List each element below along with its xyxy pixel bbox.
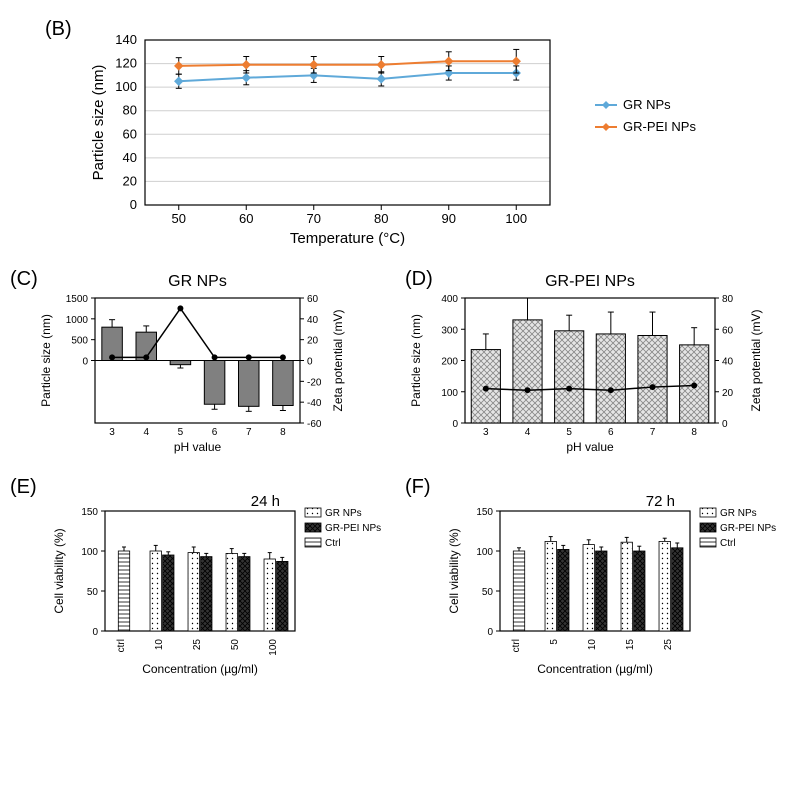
svg-text:90: 90 — [442, 211, 456, 226]
svg-text:GR-PEI NPs: GR-PEI NPs — [325, 523, 381, 534]
svg-text:200: 200 — [441, 357, 458, 368]
svg-text:5: 5 — [178, 427, 184, 438]
svg-text:60: 60 — [307, 294, 319, 305]
svg-text:10: 10 — [587, 639, 598, 651]
svg-text:0: 0 — [307, 357, 313, 368]
svg-text:GR NPs: GR NPs — [623, 97, 671, 112]
svg-text:GR-PEI NPs: GR-PEI NPs — [623, 119, 696, 134]
svg-text:5: 5 — [549, 639, 560, 645]
svg-text:3: 3 — [483, 427, 489, 438]
svg-text:100: 100 — [115, 79, 137, 94]
panel-label-e: (E) — [10, 476, 37, 499]
svg-text:60: 60 — [123, 126, 137, 141]
svg-text:-20: -20 — [307, 377, 322, 388]
svg-text:Particle size (nm): Particle size (nm) — [39, 314, 53, 407]
svg-text:70: 70 — [307, 211, 321, 226]
svg-text:50: 50 — [482, 587, 494, 598]
svg-text:7: 7 — [246, 427, 252, 438]
svg-text:40: 40 — [307, 315, 319, 326]
svg-text:GR-PEI NPs: GR-PEI NPs — [545, 273, 635, 290]
svg-text:-40: -40 — [307, 398, 322, 409]
svg-text:0: 0 — [130, 197, 137, 212]
svg-text:Ctrl: Ctrl — [720, 538, 736, 549]
svg-text:Ctrl: Ctrl — [325, 538, 341, 549]
svg-text:GR NPs: GR NPs — [720, 508, 757, 519]
svg-text:20: 20 — [722, 388, 734, 399]
svg-text:120: 120 — [115, 56, 137, 71]
svg-text:25: 25 — [192, 639, 203, 651]
svg-text:80: 80 — [123, 103, 137, 118]
panel-label-f: (F) — [405, 476, 431, 499]
panel-b-chart: 0 20 40 60 80 100 120 140 50 60 70 80 90 100 Particle … — [10, 10, 790, 260]
svg-text:4: 4 — [143, 427, 149, 438]
svg-text:Cell viability (%): Cell viability (%) — [52, 528, 66, 613]
svg-text:100: 100 — [81, 547, 98, 558]
svg-text:140: 140 — [115, 32, 137, 47]
svg-text:100: 100 — [505, 211, 527, 226]
svg-text:60: 60 — [239, 211, 253, 226]
svg-text:-60: -60 — [307, 419, 322, 430]
svg-text:50: 50 — [172, 211, 186, 226]
svg-text:72 h: 72 h — [646, 493, 675, 510]
svg-text:50: 50 — [87, 587, 99, 598]
svg-text:500: 500 — [71, 336, 88, 347]
svg-text:Zeta potential (mV): Zeta potential (mV) — [331, 309, 345, 411]
svg-text:pH value: pH value — [566, 440, 614, 454]
svg-text:150: 150 — [476, 507, 493, 518]
svg-text:300: 300 — [441, 325, 458, 336]
panel-f-chart: 72 h 0 50 100 150 ctrl 5 10 15 25 Concentration (µ… — [405, 476, 790, 706]
svg-text:100: 100 — [441, 388, 458, 399]
svg-text:7: 7 — [650, 427, 656, 438]
svg-text:1000: 1000 — [66, 315, 89, 326]
svg-text:pH value: pH value — [174, 440, 222, 454]
svg-text:8: 8 — [280, 427, 286, 438]
svg-text:6: 6 — [212, 427, 218, 438]
svg-text:50: 50 — [230, 639, 241, 651]
svg-text:20: 20 — [123, 173, 137, 188]
svg-text:GR NPs: GR NPs — [325, 508, 362, 519]
svg-text:GR-PEI NPs: GR-PEI NPs — [720, 523, 776, 534]
svg-text:Particle size (nm): Particle size (nm) — [409, 314, 423, 407]
svg-text:Concentration (µg/ml): Concentration (µg/ml) — [537, 662, 653, 676]
svg-text:40: 40 — [123, 150, 137, 165]
svg-text:150: 150 — [81, 507, 98, 518]
svg-text:400: 400 — [441, 294, 458, 305]
svg-text:4: 4 — [525, 427, 531, 438]
svg-text:0: 0 — [487, 627, 493, 638]
svg-text:10: 10 — [154, 639, 165, 651]
svg-text:100: 100 — [476, 547, 493, 558]
panel-e-chart: 24 h 0 50 100 150 ctrl 10 25 50 100 Concentration … — [10, 476, 405, 706]
svg-text:0: 0 — [82, 357, 88, 368]
panel-c-chart: GR NPs 0 500 1000 1500 -60 -40 -20 0 20 40 60 3 4 5 6 7 8… — [10, 268, 370, 468]
svg-text:25: 25 — [663, 639, 674, 651]
svg-text:24 h: 24 h — [251, 493, 280, 510]
panel-label-b: (B) — [45, 18, 72, 41]
svg-text:Cell viability (%): Cell viability (%) — [447, 528, 461, 613]
svg-text:3: 3 — [109, 427, 115, 438]
svg-text:100: 100 — [268, 639, 279, 656]
svg-text:40: 40 — [722, 357, 734, 368]
svg-text:Zeta potential (mV): Zeta potential (mV) — [749, 309, 763, 411]
svg-text:Concentration (µg/ml): Concentration (µg/ml) — [142, 662, 258, 676]
svg-text:5: 5 — [566, 427, 572, 438]
svg-text:ctrl: ctrl — [511, 639, 522, 652]
svg-text:6: 6 — [608, 427, 614, 438]
panel-label-c: (C) — [10, 268, 38, 291]
svg-text:Particle size (nm): Particle size (nm) — [90, 65, 107, 181]
svg-text:ctrl: ctrl — [116, 639, 127, 652]
svg-text:GR NPs: GR NPs — [168, 273, 227, 290]
svg-text:0: 0 — [92, 627, 98, 638]
svg-text:0: 0 — [452, 419, 458, 430]
panel-label-d: (D) — [405, 268, 433, 291]
svg-text:8: 8 — [691, 427, 697, 438]
svg-text:1500: 1500 — [66, 294, 89, 305]
svg-text:80: 80 — [722, 294, 734, 305]
svg-text:15: 15 — [625, 639, 636, 651]
svg-text:60: 60 — [722, 325, 734, 336]
svg-text:0: 0 — [722, 419, 728, 430]
svg-text:20: 20 — [307, 336, 319, 347]
panel-d-chart: GR-PEI NPs 0 100 200 300 400 0 20 40 60 80 3 4 5 6 7 8 pH… — [370, 268, 790, 468]
svg-text:Temperature (°C): Temperature (°C) — [290, 230, 405, 247]
svg-text:80: 80 — [374, 211, 388, 226]
